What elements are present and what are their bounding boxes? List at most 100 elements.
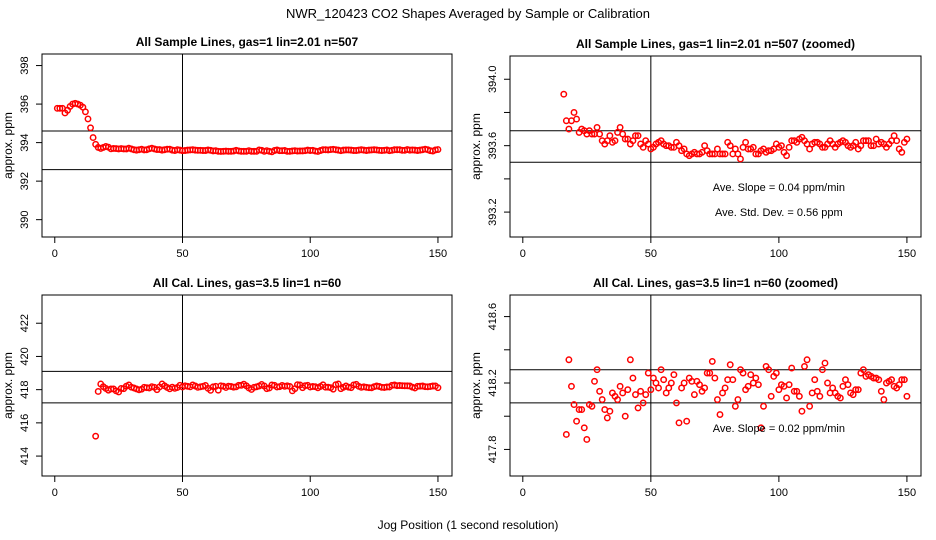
x-tick-label: 50 xyxy=(176,487,188,499)
data-point xyxy=(621,412,629,420)
data-point xyxy=(657,366,665,374)
data-point xyxy=(634,132,642,140)
x-tick-label: 100 xyxy=(770,487,788,499)
data-point xyxy=(89,134,97,142)
y-tick-label: 398 xyxy=(19,56,31,74)
data-point xyxy=(765,366,773,374)
data-point xyxy=(706,369,714,377)
data-point xyxy=(734,396,742,404)
data-point xyxy=(647,386,655,394)
y-tick-label: 418.6 xyxy=(487,303,499,331)
data-point xyxy=(562,431,570,438)
data-point xyxy=(596,387,604,395)
data-point xyxy=(644,369,652,377)
data-point xyxy=(716,411,724,419)
y-tick-label: 394.0 xyxy=(487,65,499,93)
data-point xyxy=(624,386,632,394)
data-point xyxy=(565,356,573,364)
data-point xyxy=(877,387,885,395)
data-point xyxy=(619,389,627,397)
data-point xyxy=(568,382,575,390)
data-point xyxy=(862,137,870,145)
data-point xyxy=(708,357,716,365)
data-point xyxy=(749,143,757,151)
data-point xyxy=(790,387,798,395)
data-point xyxy=(634,404,642,412)
data-point xyxy=(719,150,726,158)
data-point xyxy=(642,391,650,399)
data-point xyxy=(667,379,675,387)
data-point xyxy=(606,407,614,415)
x-tick-label: 100 xyxy=(770,248,788,260)
data-point xyxy=(893,137,901,145)
x-axis-label: Jog Position (1 second resolution) xyxy=(378,518,559,532)
panels: All Sample Lines, gas=1 lin=2.01 n=507 0 5… xyxy=(1,35,922,499)
data-point xyxy=(747,371,755,379)
y-tick-label: 390 xyxy=(19,210,31,228)
x-tick-label: 50 xyxy=(176,248,188,260)
data-point xyxy=(767,392,775,400)
data-point xyxy=(593,366,601,374)
y-tick-label: 416 xyxy=(19,414,31,432)
data-point xyxy=(801,362,808,370)
data-point xyxy=(713,396,721,404)
data-points xyxy=(560,90,911,163)
data-point xyxy=(683,417,691,425)
data-point xyxy=(616,382,624,390)
data-point xyxy=(875,376,883,384)
data-point xyxy=(703,369,711,377)
data-point xyxy=(852,138,860,146)
y-tick-label: 414 xyxy=(19,447,31,465)
data-point xyxy=(701,384,709,392)
x-tick-label: 150 xyxy=(429,248,447,260)
data-point xyxy=(596,130,604,138)
data-point xyxy=(621,135,629,143)
y-tick-label: 418.2 xyxy=(487,369,499,397)
data-point xyxy=(667,143,675,151)
data-point xyxy=(637,387,645,395)
x-tick-label: 150 xyxy=(898,248,916,260)
data-point xyxy=(708,150,716,158)
data-point xyxy=(795,392,803,400)
plot-frame xyxy=(41,294,453,477)
x-tick-label: 0 xyxy=(52,248,58,260)
x-tick-label: 0 xyxy=(52,487,58,499)
plot-frame xyxy=(41,53,453,238)
x-tick-label: 100 xyxy=(301,248,319,260)
data-point xyxy=(588,130,596,138)
data-point xyxy=(785,381,793,389)
data-point xyxy=(575,406,583,414)
data-point xyxy=(570,109,578,116)
plot-frame xyxy=(509,294,922,477)
x-tick-label: 0 xyxy=(520,248,526,260)
x-tick-label: 50 xyxy=(645,487,657,499)
data-point xyxy=(742,138,750,146)
data-point xyxy=(94,388,102,395)
data-point xyxy=(611,137,619,145)
y-axis-label: approx. ppm xyxy=(469,352,483,419)
data-point xyxy=(434,384,442,392)
data-point xyxy=(616,123,624,131)
x-tick-label: 100 xyxy=(301,487,319,499)
y-tick-label: 417.8 xyxy=(487,436,499,464)
data-point xyxy=(726,142,734,150)
data-point xyxy=(603,414,611,422)
panel-title: All Cal. Lines, gas=3.5 lin=1 n=60 (zoom… xyxy=(593,276,838,290)
y-tick-label: 393.6 xyxy=(487,132,499,160)
data-point xyxy=(598,396,606,404)
data-point xyxy=(757,424,765,432)
y-tick-label: 396 xyxy=(19,95,31,113)
panel-1: All Sample Lines, gas=1 lin=2.01 n=507 0 5… xyxy=(1,35,453,260)
data-point xyxy=(737,155,744,163)
data-point xyxy=(816,392,824,400)
data-point xyxy=(811,376,819,384)
data-point xyxy=(56,104,64,112)
data-point xyxy=(294,381,301,389)
data-point xyxy=(903,392,911,400)
data-point xyxy=(783,152,791,160)
panel-2: All Sample Lines, gas=1 lin=2.01 n=507 (… xyxy=(469,37,922,260)
x-tick-label: 0 xyxy=(520,487,526,499)
data-point xyxy=(783,394,791,402)
y-axis-label: approx. ppm xyxy=(469,113,483,180)
data-point xyxy=(739,369,747,377)
